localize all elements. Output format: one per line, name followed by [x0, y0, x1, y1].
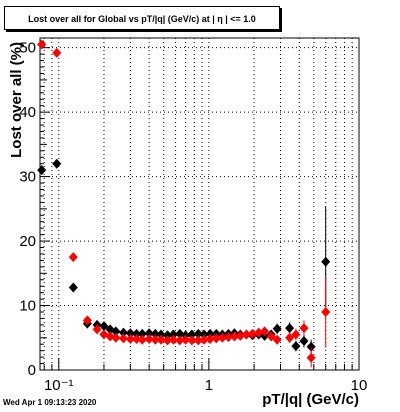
- data-point: [205, 328, 215, 339]
- data-point: [125, 334, 135, 345]
- data-point: [247, 328, 257, 339]
- y-tick-label: 40: [19, 104, 36, 121]
- y-axis-label: Lost over all (%): [8, 42, 25, 158]
- data-point: [132, 334, 142, 345]
- data-point: [199, 334, 209, 345]
- data-point: [193, 328, 203, 339]
- data-point: [137, 328, 147, 339]
- data-point: [211, 333, 221, 344]
- data-point: [52, 47, 62, 58]
- data-point: [150, 334, 160, 345]
- data-point: [111, 332, 121, 343]
- data-point: [205, 334, 215, 345]
- data-point: [162, 330, 172, 341]
- data-point: [99, 321, 109, 332]
- data-point: [187, 329, 197, 340]
- data-point: [156, 334, 166, 345]
- data-point: [150, 328, 160, 339]
- data-point: [125, 328, 135, 339]
- data-point: [306, 341, 316, 352]
- x-tick-label: 1: [205, 377, 213, 394]
- data-point: [37, 39, 47, 50]
- data-point: [291, 329, 301, 340]
- y-tick-label: 10: [19, 298, 36, 315]
- data-point: [260, 326, 270, 337]
- data-point: [92, 324, 102, 335]
- data-point: [321, 306, 331, 317]
- data-point: [272, 323, 282, 334]
- data-point: [291, 341, 301, 352]
- data-point: [144, 328, 154, 339]
- data-point: [105, 331, 115, 342]
- data-point: [82, 315, 92, 326]
- axis-ticks: [40, 40, 360, 371]
- data-point: [299, 335, 309, 346]
- x-tick-label: 10⁻¹: [44, 377, 74, 394]
- data-point: [254, 327, 264, 338]
- data-point: [37, 165, 47, 176]
- series-1: [37, 39, 331, 368]
- chart-title: Lost over all for Global vs pT/|q| (GeV/…: [4, 6, 280, 30]
- data-point: [68, 252, 78, 263]
- data-point: [187, 335, 197, 346]
- data-point: [68, 282, 78, 293]
- y-tick-label: 20: [19, 233, 36, 250]
- data-point: [299, 323, 309, 334]
- data-point: [132, 328, 142, 339]
- data-point: [144, 334, 154, 345]
- data-point: [285, 323, 295, 334]
- plot-frame: [39, 37, 360, 371]
- data-point: [175, 335, 185, 346]
- data-point: [306, 352, 316, 363]
- data-point: [241, 329, 251, 340]
- data-point: [111, 326, 121, 337]
- y-tick-label: 30: [19, 169, 36, 186]
- data-point: [217, 332, 227, 343]
- timestamp: Wed Apr 1 09:13:23 2020: [3, 398, 97, 407]
- data-point: [156, 329, 166, 340]
- data-point: [162, 335, 172, 346]
- data-point: [119, 333, 129, 344]
- data-point: [199, 329, 209, 340]
- data-point: [321, 256, 331, 267]
- x-tick-label: 10: [351, 377, 368, 394]
- data-marks: [37, 39, 331, 368]
- data-point: [193, 335, 203, 346]
- x-axis-label: pT/|q| (GeV/c): [262, 391, 359, 408]
- data-point: [119, 327, 129, 338]
- y-tick-label: 0: [28, 362, 36, 379]
- tick-labels: 0 10 20 30 40 50 10⁻¹ 1 10: [19, 40, 367, 394]
- data-point: [285, 332, 295, 343]
- y-tick-label: 50: [19, 40, 36, 57]
- data-point: [235, 330, 245, 341]
- data-point: [168, 334, 178, 345]
- data-point: [272, 334, 282, 345]
- data-point: [223, 332, 233, 343]
- data-point: [168, 329, 178, 340]
- data-point: [52, 158, 62, 169]
- data-point: [229, 331, 239, 342]
- data-point: [181, 334, 191, 345]
- series-0: [37, 158, 331, 354]
- data-point: [175, 328, 185, 339]
- data-point: [137, 334, 147, 345]
